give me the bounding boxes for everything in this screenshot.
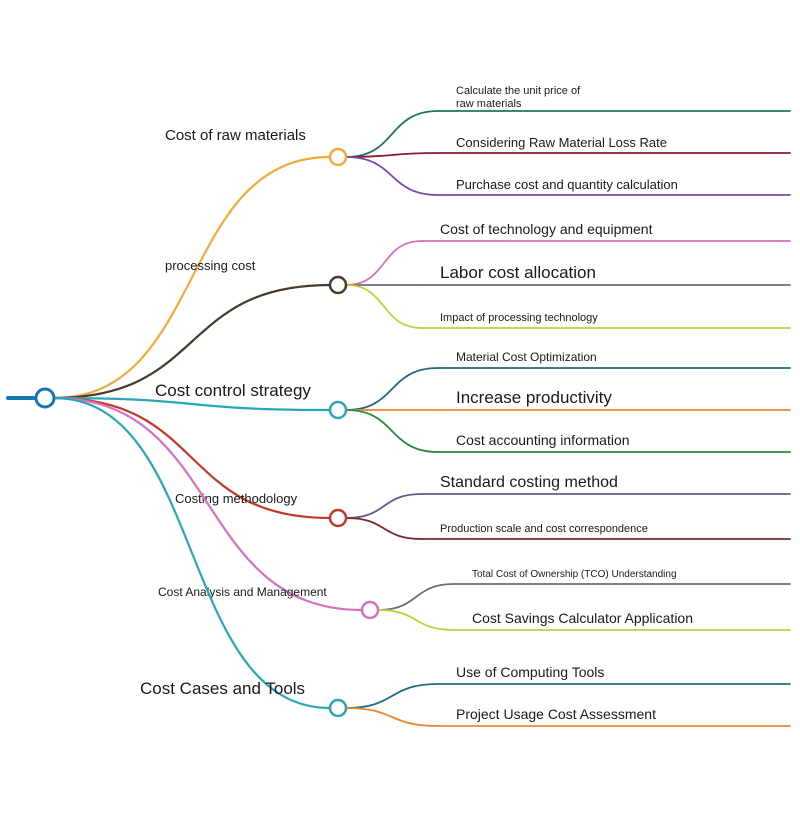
root-node: [36, 389, 54, 407]
mindmap-diagram: Cost of raw materialsCalculate the unit …: [0, 0, 800, 818]
leaf-label: Use of Computing Tools: [456, 664, 604, 680]
branch-node: [330, 402, 346, 418]
branch-node: [330, 700, 346, 716]
leaf-label: Cost accounting information: [456, 432, 630, 448]
leaf-label: Increase productivity: [456, 388, 612, 407]
branch-node: [330, 277, 346, 293]
leaf-label: Purchase cost and quantity calculation: [456, 177, 678, 192]
leaf-label: Cost Savings Calculator Application: [472, 610, 693, 626]
branch-node: [330, 149, 346, 165]
leaf-label: Considering Raw Material Loss Rate: [456, 135, 667, 150]
leaf-label: Labor cost allocation: [440, 263, 596, 282]
branch-node: [330, 510, 346, 526]
branch-label: Costing methodology: [175, 491, 298, 506]
leaf-label: Production scale and cost correspondence: [440, 523, 648, 535]
leaf-label: Impact of processing technology: [440, 312, 598, 324]
leaf-label: Material Cost Optimization: [456, 350, 597, 364]
branch-label: processing cost: [165, 258, 256, 273]
leaf-label: Total Cost of Ownership (TCO) Understand…: [472, 569, 677, 580]
branch-label: Cost of raw materials: [165, 127, 306, 144]
leaf-label: Standard costing method: [440, 474, 618, 491]
branch-label: Cost control strategy: [155, 381, 311, 400]
branch-label: Cost Analysis and Management: [158, 585, 327, 599]
leaf-label: Cost of technology and equipment: [440, 221, 653, 237]
leaf-label: Project Usage Cost Assessment: [456, 706, 656, 722]
branch-label: Cost Cases and Tools: [140, 679, 305, 698]
branch-node: [362, 602, 378, 618]
